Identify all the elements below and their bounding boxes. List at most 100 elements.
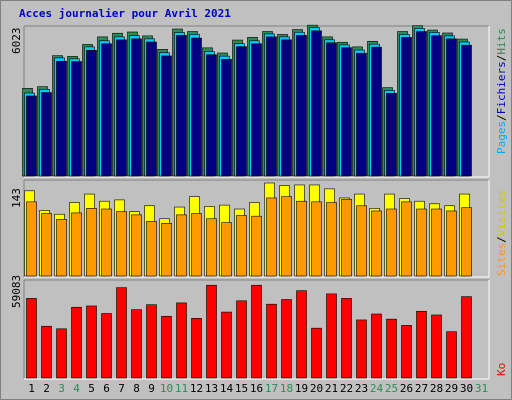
bar-sites-day-16 xyxy=(251,215,262,277)
bar-pages-day-27 xyxy=(416,31,427,177)
bar-pages-day-6 xyxy=(101,43,112,177)
bar-pages-day-25 xyxy=(386,92,397,177)
bar-sites-day-28 xyxy=(431,208,442,277)
bar-ko-day-15 xyxy=(236,300,247,379)
x-tick-day-30: 30 xyxy=(460,382,473,395)
bar-pages-day-5 xyxy=(86,50,97,177)
bar-sites-day-23 xyxy=(356,205,367,277)
bar-pages-day-24 xyxy=(371,46,382,177)
bar-sites-day-12 xyxy=(191,213,202,277)
legend-sites: Sites xyxy=(495,243,508,276)
bar-sites-day-14 xyxy=(221,222,232,277)
bar-ko-day-20 xyxy=(311,327,322,379)
x-tick-day-19: 19 xyxy=(295,382,308,395)
bar-ko-day-23 xyxy=(356,319,367,379)
bar-sites-day-22 xyxy=(341,198,352,277)
bar-sites-day-4 xyxy=(71,212,82,277)
bar-sites-day-29 xyxy=(446,210,457,277)
bar-pages-day-23 xyxy=(356,52,367,177)
x-tick-day-18: 18 xyxy=(280,382,293,395)
bar-ko-day-13 xyxy=(206,284,217,379)
bar-pages-day-12 xyxy=(191,37,202,177)
x-tick-day-3: 3 xyxy=(58,382,65,395)
svg-text:Sites/Visites: Sites/Visites xyxy=(495,190,508,276)
x-tick-day-31: 31 xyxy=(475,382,488,395)
legend-sep-1: / xyxy=(495,114,508,121)
bar-sites-day-17 xyxy=(266,197,277,277)
bar-pages-day-3 xyxy=(56,60,67,177)
bar-ko-day-14 xyxy=(221,311,232,379)
bar-sites-day-8 xyxy=(131,214,142,277)
x-tick-day-10: 10 xyxy=(160,382,173,395)
x-tick-day-6: 6 xyxy=(103,382,110,395)
bar-ko-day-6 xyxy=(101,313,112,379)
x-tick-day-4: 4 xyxy=(73,382,80,395)
x-tick-day-8: 8 xyxy=(133,382,140,395)
bar-sites-day-3 xyxy=(56,219,67,277)
bar-ko-day-28 xyxy=(431,314,442,379)
bar-ko-day-3 xyxy=(56,328,67,379)
bar-pages-day-20 xyxy=(311,30,322,177)
bar-ko-day-7 xyxy=(116,287,127,379)
bar-ko-day-12 xyxy=(191,318,202,379)
bar-pages-day-17 xyxy=(266,36,277,177)
ymax-label-2: 59083 xyxy=(10,275,23,308)
bar-ko-day-11 xyxy=(176,302,187,379)
x-tick-day-5: 5 xyxy=(88,382,95,395)
legend-sep-3: / xyxy=(495,236,508,243)
bar-sites-day-27 xyxy=(416,208,427,277)
bar-pages-day-15 xyxy=(236,46,247,177)
bar-pages-day-1 xyxy=(26,95,37,177)
x-tick-day-23: 23 xyxy=(355,382,368,395)
bar-ko-day-19 xyxy=(296,290,307,379)
bar-ko-day-1 xyxy=(26,298,37,379)
x-tick-day-17: 17 xyxy=(265,382,278,395)
x-tick-day-24: 24 xyxy=(370,382,384,395)
bar-pages-day-13 xyxy=(206,54,217,177)
bar-sites-day-30 xyxy=(461,207,472,277)
bar-sites-day-24 xyxy=(371,210,382,277)
bar-ko-day-17 xyxy=(266,303,277,379)
bar-ko-day-5 xyxy=(86,305,97,379)
chart-title: Acces journalier pour Avril 2021 xyxy=(19,7,231,20)
bar-sites-day-21 xyxy=(326,202,337,277)
bar-ko-day-8 xyxy=(131,309,142,379)
x-tick-day-9: 9 xyxy=(148,382,155,395)
x-tick-day-1: 1 xyxy=(28,382,35,395)
x-tick-day-29: 29 xyxy=(445,382,458,395)
x-tick-day-7: 7 xyxy=(118,382,125,395)
bar-pages-day-21 xyxy=(326,42,337,177)
legend-sep-2: / xyxy=(495,55,508,62)
bar-pages-day-7 xyxy=(116,39,127,177)
bar-ko-day-27 xyxy=(416,310,427,379)
x-tick-day-20: 20 xyxy=(310,382,323,395)
bar-ko-day-24 xyxy=(371,313,382,379)
bar-sites-day-15 xyxy=(236,215,247,277)
bar-pages-day-29 xyxy=(446,38,457,177)
ymax-label-0: 6023 xyxy=(10,28,23,55)
bar-sites-day-11 xyxy=(176,214,187,277)
bar-sites-day-13 xyxy=(206,218,217,277)
bar-ko-day-25 xyxy=(386,318,397,379)
x-tick-day-13: 13 xyxy=(205,382,218,395)
legend-ko: Ko xyxy=(495,363,508,376)
bar-pages-day-26 xyxy=(401,37,412,177)
bar-pages-day-28 xyxy=(431,35,442,177)
bar-ko-day-2 xyxy=(41,325,52,379)
bar-sites-day-18 xyxy=(281,196,292,277)
x-tick-day-21: 21 xyxy=(325,382,338,395)
x-tick-day-2: 2 xyxy=(43,382,50,395)
bar-ko-day-22 xyxy=(341,298,352,379)
bar-sites-day-10 xyxy=(161,223,172,277)
bar-pages-day-8 xyxy=(131,38,142,177)
x-tick-day-26: 26 xyxy=(400,382,413,395)
bar-pages-day-2 xyxy=(41,92,52,177)
bar-pages-day-4 xyxy=(71,61,82,177)
bar-sites-day-1 xyxy=(26,201,37,277)
ymax-label-1: 143 xyxy=(10,188,23,208)
bar-pages-day-16 xyxy=(251,43,262,177)
legend-visites: Visites xyxy=(495,190,508,236)
bar-pages-day-9 xyxy=(146,41,157,177)
bar-pages-day-14 xyxy=(221,59,232,177)
